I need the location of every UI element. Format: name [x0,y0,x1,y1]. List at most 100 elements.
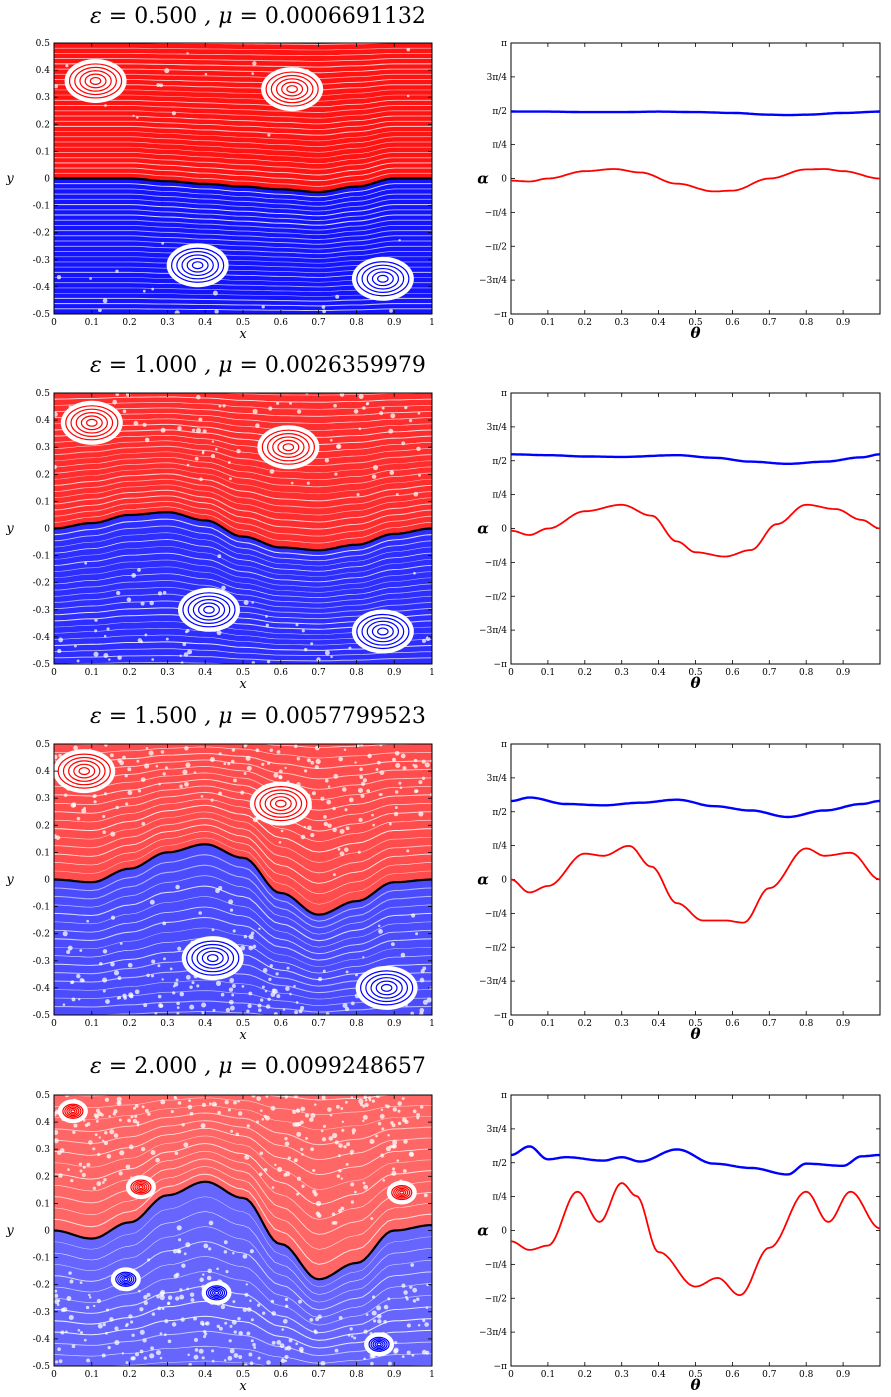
chaotic-gap [287,1156,291,1160]
chaotic-gap [288,1338,293,1343]
chaotic-gap [259,1151,264,1156]
invariant-curve [54,896,432,948]
island-ring [211,1289,222,1297]
poincare-plot-1: 0 0.1 0.2 0.3 0.4 0.5 0.6 0.7 0.8 0.9 1 0.5 0.4 0.3 0.… [5,39,435,342]
island-ring [86,418,98,427]
island-ring [182,592,236,628]
chaotic-gap [262,1311,266,1315]
chaotic-gap [177,946,182,951]
chaotic-gap [183,1252,187,1256]
y-tick-label: 0.5 [36,1091,51,1101]
chaotic-gap [281,1358,285,1361]
chaotic-gap [301,1184,305,1188]
chaotic-gap [211,1349,215,1353]
chaotic-gap [421,638,427,643]
chaotic-gap [268,977,272,982]
chaotic-gap [360,781,366,786]
chaotic-gap [418,473,422,477]
y-tick-label: 0.3 [36,1145,51,1155]
chaotic-gap [164,766,169,770]
chaotic-gap [310,1113,316,1118]
chaotic-gap [109,1317,114,1322]
chaotic-gap [180,1317,185,1322]
invariant-curve [54,1166,432,1250]
y-axis-label: α [477,871,489,889]
x-tick-label: 0.2 [122,1019,136,1029]
y-tick-label: 0.5 [36,39,51,49]
chaotic-gap [81,808,87,814]
chaotic-gap [416,1113,421,1117]
panel-title-2: ε = 1.000 , μ = 0.0026359979 [90,353,426,378]
chaotic-gap [216,1267,219,1271]
chaotic-gap [110,961,115,967]
chaotic-gap [293,984,296,988]
chaotic-gap [54,464,57,470]
chaotic-gap [113,970,120,976]
chaotic-gap [362,956,365,959]
y-tick-label: -0.5 [33,660,51,670]
chaotic-gap [310,1147,314,1152]
island-ring [366,620,400,643]
x-axis-label: θ [690,1376,700,1394]
chaotic-gap [418,780,423,785]
chaotic-gap [284,1347,288,1351]
chaotic-gap [188,1099,191,1102]
chaotic-gap [189,1292,195,1297]
chaotic-gap [176,1012,180,1015]
island-ring [275,78,309,100]
chaotic-gap [261,305,265,309]
chaotic-gap [215,980,222,986]
chaotic-gap [266,660,271,664]
chaotic-gap [295,1108,301,1113]
chaotic-gap [69,1279,74,1284]
chaotic-gap [261,1118,265,1121]
chaotic-gap [184,781,189,787]
y-tick-label: 0.2 [36,470,50,480]
chaotic-gap [329,438,333,442]
separatrix-curve [54,1180,432,1281]
chaotic-gap [139,1329,145,1335]
island-ring [371,624,394,639]
series-red-line [511,168,880,193]
y-axis-label: α [477,170,489,188]
chaotic-gap [255,423,260,428]
chaotic-gap [309,1117,314,1122]
chaotic-gap [164,68,170,74]
chaotic-gap [276,401,280,405]
poincare-data-area [54,43,432,314]
chaotic-gap [198,911,202,915]
invariant-curve [54,1135,432,1190]
chaotic-gap [255,1120,260,1124]
chaotic-gap [265,1004,271,1009]
invariant-curve [54,817,432,874]
y-tick-label: −π/2 [485,242,507,252]
chaotic-gap [371,1295,376,1299]
chaotic-gap [271,1311,276,1316]
chaotic-gap [125,1361,129,1365]
chaotic-gap [404,1295,408,1299]
chaotic-gap [147,1112,151,1116]
chaotic-gap [236,448,241,454]
chaotic-gap [155,764,159,768]
chaotic-gap [159,83,164,88]
chaotic-gap [211,928,215,932]
invariant-curve [54,473,432,502]
chaotic-gap [134,1352,140,1357]
chaotic-gap [294,1010,299,1015]
chaotic-gap [57,1347,61,1352]
x-tick-label: 0.3 [615,1370,630,1380]
chaotic-gap [137,1289,141,1293]
x-tick-label: 0 [51,1019,57,1029]
chaotic-gap [176,1001,180,1006]
chaotic-gap [306,758,312,763]
x-tick-label: 0.4 [198,1019,213,1029]
chaotic-gap [214,447,218,451]
chaotic-gap [392,757,396,762]
y-tick-label: 0.2 [36,821,50,831]
chaotic-gap [116,590,121,596]
chaotic-gap [224,1321,228,1325]
chaotic-gap [426,997,432,1003]
chaotic-gap [411,913,416,918]
chaotic-gap [321,1137,327,1142]
